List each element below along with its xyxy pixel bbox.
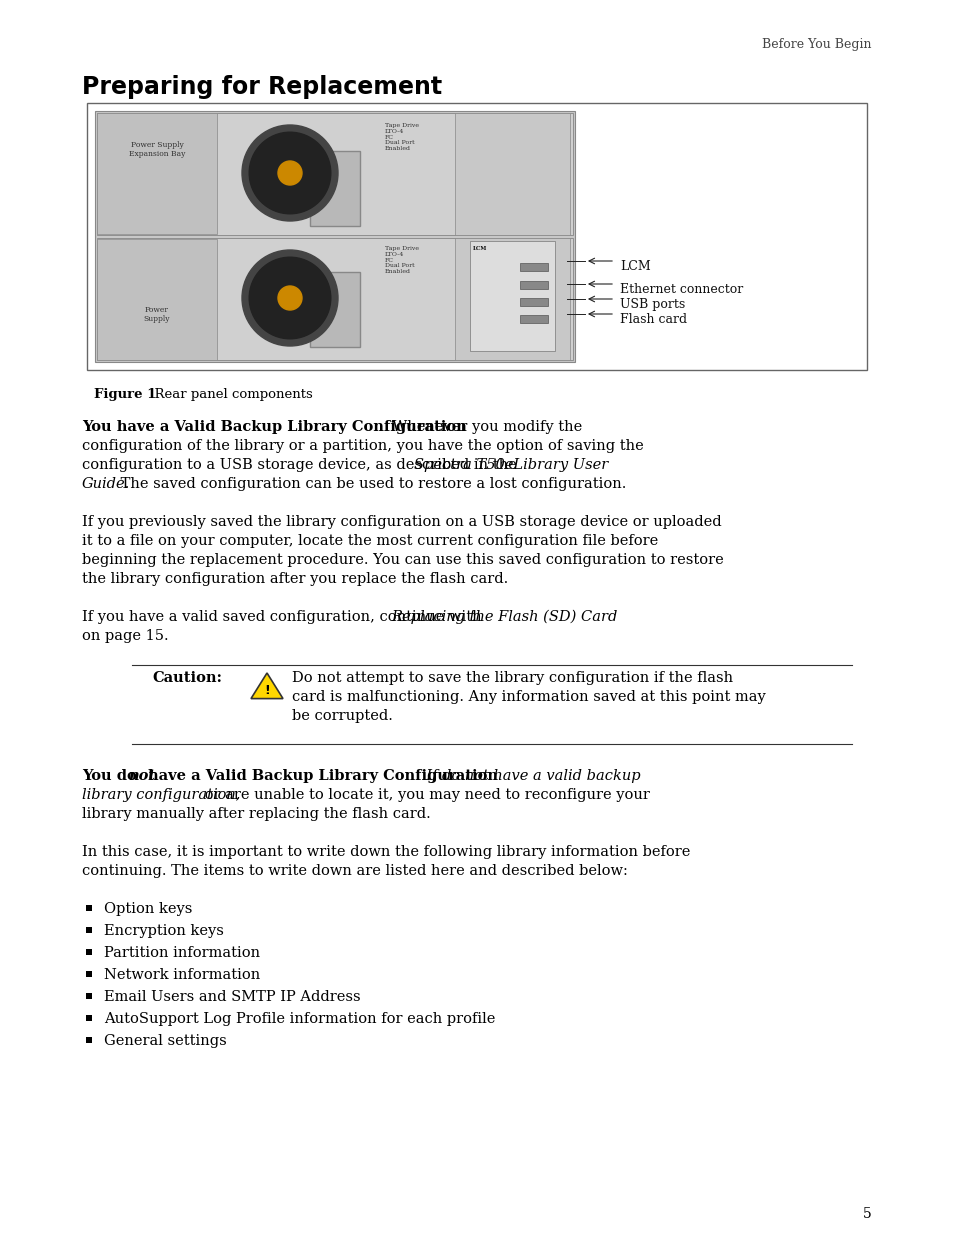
Text: Power Supply
Expansion Bay: Power Supply Expansion Bay xyxy=(129,141,185,158)
Text: it to a file on your computer, locate the most current configuration file before: it to a file on your computer, locate th… xyxy=(82,534,658,548)
Text: Caution:: Caution: xyxy=(152,671,222,685)
Text: In this case, it is important to write down the following library information be: In this case, it is important to write d… xyxy=(82,845,690,860)
Text: be corrupted.: be corrupted. xyxy=(292,709,393,722)
Bar xyxy=(455,112,569,235)
Text: LCM: LCM xyxy=(619,261,650,273)
Text: Tape Drive
LTO-4
FC
Dual Port
Enabled: Tape Drive LTO-4 FC Dual Port Enabled xyxy=(385,124,418,151)
Text: The saved configuration can be used to restore a lost configuration.: The saved configuration can be used to r… xyxy=(115,477,625,492)
Circle shape xyxy=(249,257,331,338)
Text: !: ! xyxy=(264,683,270,697)
Circle shape xyxy=(242,125,337,221)
Text: configuration of the library or a partition, you have the option of saving the: configuration of the library or a partit… xyxy=(82,438,643,453)
Text: library configuration,: library configuration, xyxy=(82,788,240,802)
Circle shape xyxy=(249,132,331,214)
Bar xyxy=(95,111,575,362)
Text: Preparing for Replacement: Preparing for Replacement xyxy=(82,75,441,99)
Text: Whenever you modify the: Whenever you modify the xyxy=(383,420,582,433)
Text: beginning the replacement procedure. You can use this saved configuration to res: beginning the replacement procedure. You… xyxy=(82,553,723,567)
Text: on page 15.: on page 15. xyxy=(82,629,169,643)
Text: Rear panel components: Rear panel components xyxy=(146,388,313,401)
Bar xyxy=(519,263,547,270)
Bar xyxy=(97,238,573,359)
Text: If you previously saved the library configuration on a USB storage device or upl: If you previously saved the library conf… xyxy=(82,515,720,529)
Bar xyxy=(519,298,547,306)
Text: card is malfunctioning. Any information saved at this point may: card is malfunctioning. Any information … xyxy=(292,690,765,704)
Bar xyxy=(97,112,216,233)
Text: Do not attempt to save the library configuration if the flash: Do not attempt to save the library confi… xyxy=(292,671,732,685)
Text: General settings: General settings xyxy=(104,1034,227,1049)
Bar xyxy=(310,272,359,347)
Polygon shape xyxy=(251,673,283,699)
Text: Figure 1: Figure 1 xyxy=(94,388,156,401)
Bar xyxy=(86,971,91,977)
Circle shape xyxy=(277,287,302,310)
Text: have a Valid Backup Library Configuration: have a Valid Backup Library Configuratio… xyxy=(149,769,497,783)
Text: If do not have a valid backup: If do not have a valid backup xyxy=(416,769,639,783)
Text: Power
Supply: Power Supply xyxy=(144,306,170,324)
Bar xyxy=(97,240,216,359)
Bar xyxy=(86,927,91,932)
Bar xyxy=(470,241,555,351)
Text: Flash card: Flash card xyxy=(619,312,686,326)
Text: Partition information: Partition information xyxy=(104,946,260,960)
Text: Ethernet connector: Ethernet connector xyxy=(619,283,742,296)
Bar xyxy=(87,103,866,370)
Text: USB ports: USB ports xyxy=(619,298,684,311)
Text: the library configuration after you replace the flash card.: the library configuration after you repl… xyxy=(82,572,508,585)
Bar xyxy=(86,1015,91,1021)
Bar xyxy=(519,315,547,324)
Circle shape xyxy=(277,161,302,185)
Text: or are unable to locate it, you may need to reconfigure your: or are unable to locate it, you may need… xyxy=(199,788,649,802)
Text: library manually after replacing the flash card.: library manually after replacing the fla… xyxy=(82,806,431,821)
Bar xyxy=(310,151,359,226)
Text: Replacing the Flash (SD) Card: Replacing the Flash (SD) Card xyxy=(391,610,617,625)
Bar xyxy=(86,948,91,955)
Circle shape xyxy=(242,249,337,346)
Text: Email Users and SMTP IP Address: Email Users and SMTP IP Address xyxy=(104,990,360,1004)
Bar xyxy=(86,1037,91,1044)
Text: You do: You do xyxy=(82,769,142,783)
Text: You have a Valid Backup Library Configuration: You have a Valid Backup Library Configur… xyxy=(82,420,466,433)
Bar xyxy=(310,151,359,226)
Text: LCM: LCM xyxy=(473,246,487,251)
Text: Before You Begin: Before You Begin xyxy=(761,38,871,51)
Text: continuing. The items to write down are listed here and described below:: continuing. The items to write down are … xyxy=(82,864,627,878)
Bar xyxy=(97,112,573,235)
Bar xyxy=(455,238,569,359)
Text: Guide.: Guide. xyxy=(82,477,131,492)
Text: Spectra T50eLibrary User: Spectra T50eLibrary User xyxy=(414,458,607,472)
Bar xyxy=(519,282,547,289)
Text: AutoSupport Log Profile information for each profile: AutoSupport Log Profile information for … xyxy=(104,1011,495,1026)
Bar xyxy=(86,993,91,999)
Bar xyxy=(86,905,91,911)
Text: not: not xyxy=(128,769,154,783)
Text: Option keys: Option keys xyxy=(104,902,193,916)
Text: configuration to a USB storage device, as described in the: configuration to a USB storage device, a… xyxy=(82,458,521,472)
Text: Encryption keys: Encryption keys xyxy=(104,924,224,939)
Text: Network information: Network information xyxy=(104,968,260,982)
Text: If you have a valid saved configuration, continue with: If you have a valid saved configuration,… xyxy=(82,610,486,624)
Text: Tape Drive
LTO-4
FC
Dual Port
Enabled: Tape Drive LTO-4 FC Dual Port Enabled xyxy=(385,246,418,274)
Text: 5: 5 xyxy=(862,1207,871,1221)
